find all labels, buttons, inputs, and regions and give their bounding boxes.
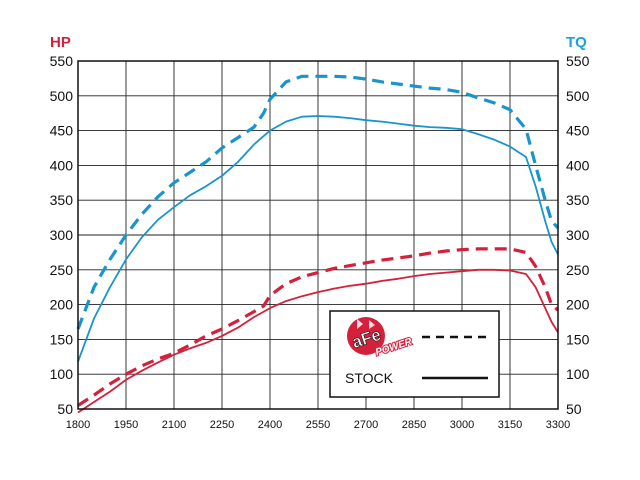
series-line-hp-stock (77, 268, 559, 414)
x-tick-label: 1800 (66, 419, 90, 431)
y-tick-label-right: 200 (566, 297, 590, 313)
y-tick-label-right: 450 (566, 123, 590, 139)
plot-border (77, 60, 559, 410)
afe-logo-stars-icon (357, 319, 375, 329)
x-tick-label: 2100 (162, 419, 186, 431)
legend: aFe POWER STOCK (329, 310, 500, 398)
x-tick-label: 1950 (114, 419, 138, 431)
x-tick-label: 2700 (354, 419, 378, 431)
left-axis-label-hp: HP (50, 34, 71, 51)
y-tick-label-left: 200 (50, 297, 74, 313)
x-tick-label: 2400 (258, 419, 282, 431)
legend-label-stock: STOCK (345, 370, 394, 386)
y-tick-label-left: 450 (50, 123, 74, 139)
y-tick-label-right: 100 (566, 366, 590, 382)
y-tick-label-right: 150 (566, 331, 590, 347)
series-line-tq-afe (76, 74, 560, 330)
y-tick-label-left: 300 (50, 227, 74, 243)
x-tick-label: 2850 (402, 419, 426, 431)
y-axis-left-ticks: 50 100 150 200 250 300 350 400 450 500 550 (50, 53, 74, 417)
y-tick-label-left: 50 (57, 401, 73, 417)
y-tick-label-left: 500 (50, 88, 74, 104)
x-tick-label: 3300 (546, 419, 570, 431)
right-axis-label-tq: TQ (566, 34, 587, 51)
y-tick-label-left: 550 (50, 53, 74, 69)
series-line-hp-afe (77, 247, 560, 407)
x-tick-label: 3000 (450, 419, 474, 431)
y-tick-label-left: 250 (50, 262, 74, 278)
y-tick-label-right: 400 (566, 157, 590, 173)
afe-logo-badge (347, 317, 385, 355)
series-line-tq-stock (77, 115, 559, 363)
y-tick-label-left: 150 (50, 331, 74, 347)
x-tick-label: 3150 (498, 419, 522, 431)
y-tick-label-right: 50 (566, 401, 582, 417)
y-tick-label-left: 400 (50, 157, 74, 173)
y-tick-label-right: 250 (566, 262, 590, 278)
x-tick-label: 2550 (306, 419, 330, 431)
y-tick-label-left: 350 (50, 192, 74, 208)
x-axis-ticks: 1800 1950 2100 2250 2400 2550 2700 2850 3000 3150… (66, 419, 570, 431)
y-tick-label-right: 550 (566, 53, 590, 69)
series-lines (76, 74, 560, 414)
y-tick-label-right: 300 (566, 227, 590, 243)
y-tick-label-right: 350 (566, 192, 590, 208)
x-tick-label: 2250 (210, 419, 234, 431)
y-tick-label-right: 500 (566, 88, 590, 104)
y-axis-right-ticks: 50 100 150 200 250 300 350 400 450 500 550 (566, 53, 590, 417)
y-tick-label-left: 100 (50, 366, 74, 382)
